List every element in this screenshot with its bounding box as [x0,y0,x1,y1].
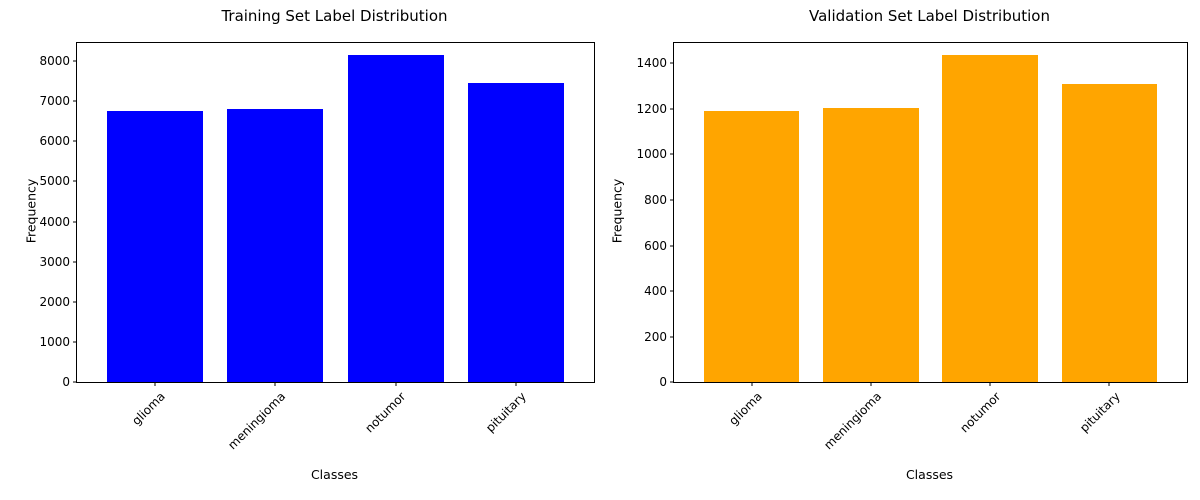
y-tick-mark [73,221,77,223]
y-tick-label: 3000 [39,254,70,269]
bar-glioma [107,111,204,382]
validation-chart-title: Validation Set Label Distribution [809,7,1050,25]
y-tick-mark [670,336,674,337]
x-tick-label-glioma: glioma [129,389,169,428]
y-tick-label: 5000 [39,174,70,189]
y-tick-label: 2000 [39,294,70,309]
x-tick-mark [1108,382,1110,386]
validation-plot-area: 0 200 400 600 800 1000 1200 1400 glioma meningiom… [636,42,1188,452]
bar-pituitary [467,83,564,382]
bar-glioma [703,111,800,382]
y-tick-label: 1000 [39,334,70,349]
x-tick-mark [395,382,397,386]
y-tick-label: 1400 [636,56,667,71]
x-tick-mark [515,382,517,386]
training-x-axis-label: Classes [310,467,359,482]
x-tick-label-meningioma: meningioma [821,389,885,453]
x-tick-label-pituitary: pituitary [1076,389,1123,436]
x-tick-label-notumor: notumor [957,389,1004,436]
bar-meningioma [227,108,324,382]
y-tick-label: 0 [62,375,70,389]
y-tick-mark [670,108,674,110]
y-tick-mark [73,60,77,62]
x-tick-mark [274,382,276,386]
y-tick-mark [670,199,674,201]
y-tick-label: 0 [659,375,667,389]
training-y-axis-label: Frequency [23,178,39,244]
y-tick-label: 8000 [39,54,70,69]
bar-meningioma [823,107,919,382]
y-tick-mark [670,153,674,155]
y-tick-mark [73,261,77,263]
x-tick-mark [989,382,991,386]
validation-y-axis-label: Frequency [609,178,625,244]
x-tick-label-pituitary: pituitary [483,389,530,436]
y-tick-label: 1000 [636,147,667,162]
y-tick-mark [73,301,77,303]
x-tick-mark [870,382,872,386]
x-tick-label-meningioma: meningioma [225,389,289,453]
y-tick-mark [73,180,77,182]
bar-pituitary [1061,83,1158,382]
bar-notumor [347,55,444,382]
y-tick-label: 800 [644,193,667,207]
y-tick-mark [73,100,77,102]
y-tick-label: 7000 [39,94,70,109]
x-tick-label-notumor: notumor [362,389,409,436]
x-tick-mark [154,382,156,386]
y-tick-mark [73,341,77,343]
training-chart-title: Training Set Label Distribution [221,7,448,25]
y-tick-label: 6000 [39,134,70,149]
y-tick-label: 200 [644,329,667,344]
training-plot-area: 0 1000 2000 3000 4000 5000 6000 7000 8000 glioma m… [39,42,595,452]
y-tick-mark [670,381,674,383]
y-tick-mark [670,245,674,246]
bar-notumor [942,54,1038,382]
y-tick-mark [670,290,674,292]
y-tick-label: 4000 [39,214,70,229]
y-tick-label: 600 [644,238,667,253]
x-tick-label-glioma: glioma [726,389,765,428]
y-tick-mark [670,62,674,64]
y-tick-label: 400 [644,284,667,298]
x-tick-mark [751,382,753,386]
validation-x-axis-label: Classes [905,467,954,482]
y-tick-label: 1200 [636,101,667,116]
y-tick-mark [73,140,77,142]
y-tick-mark [73,381,77,383]
